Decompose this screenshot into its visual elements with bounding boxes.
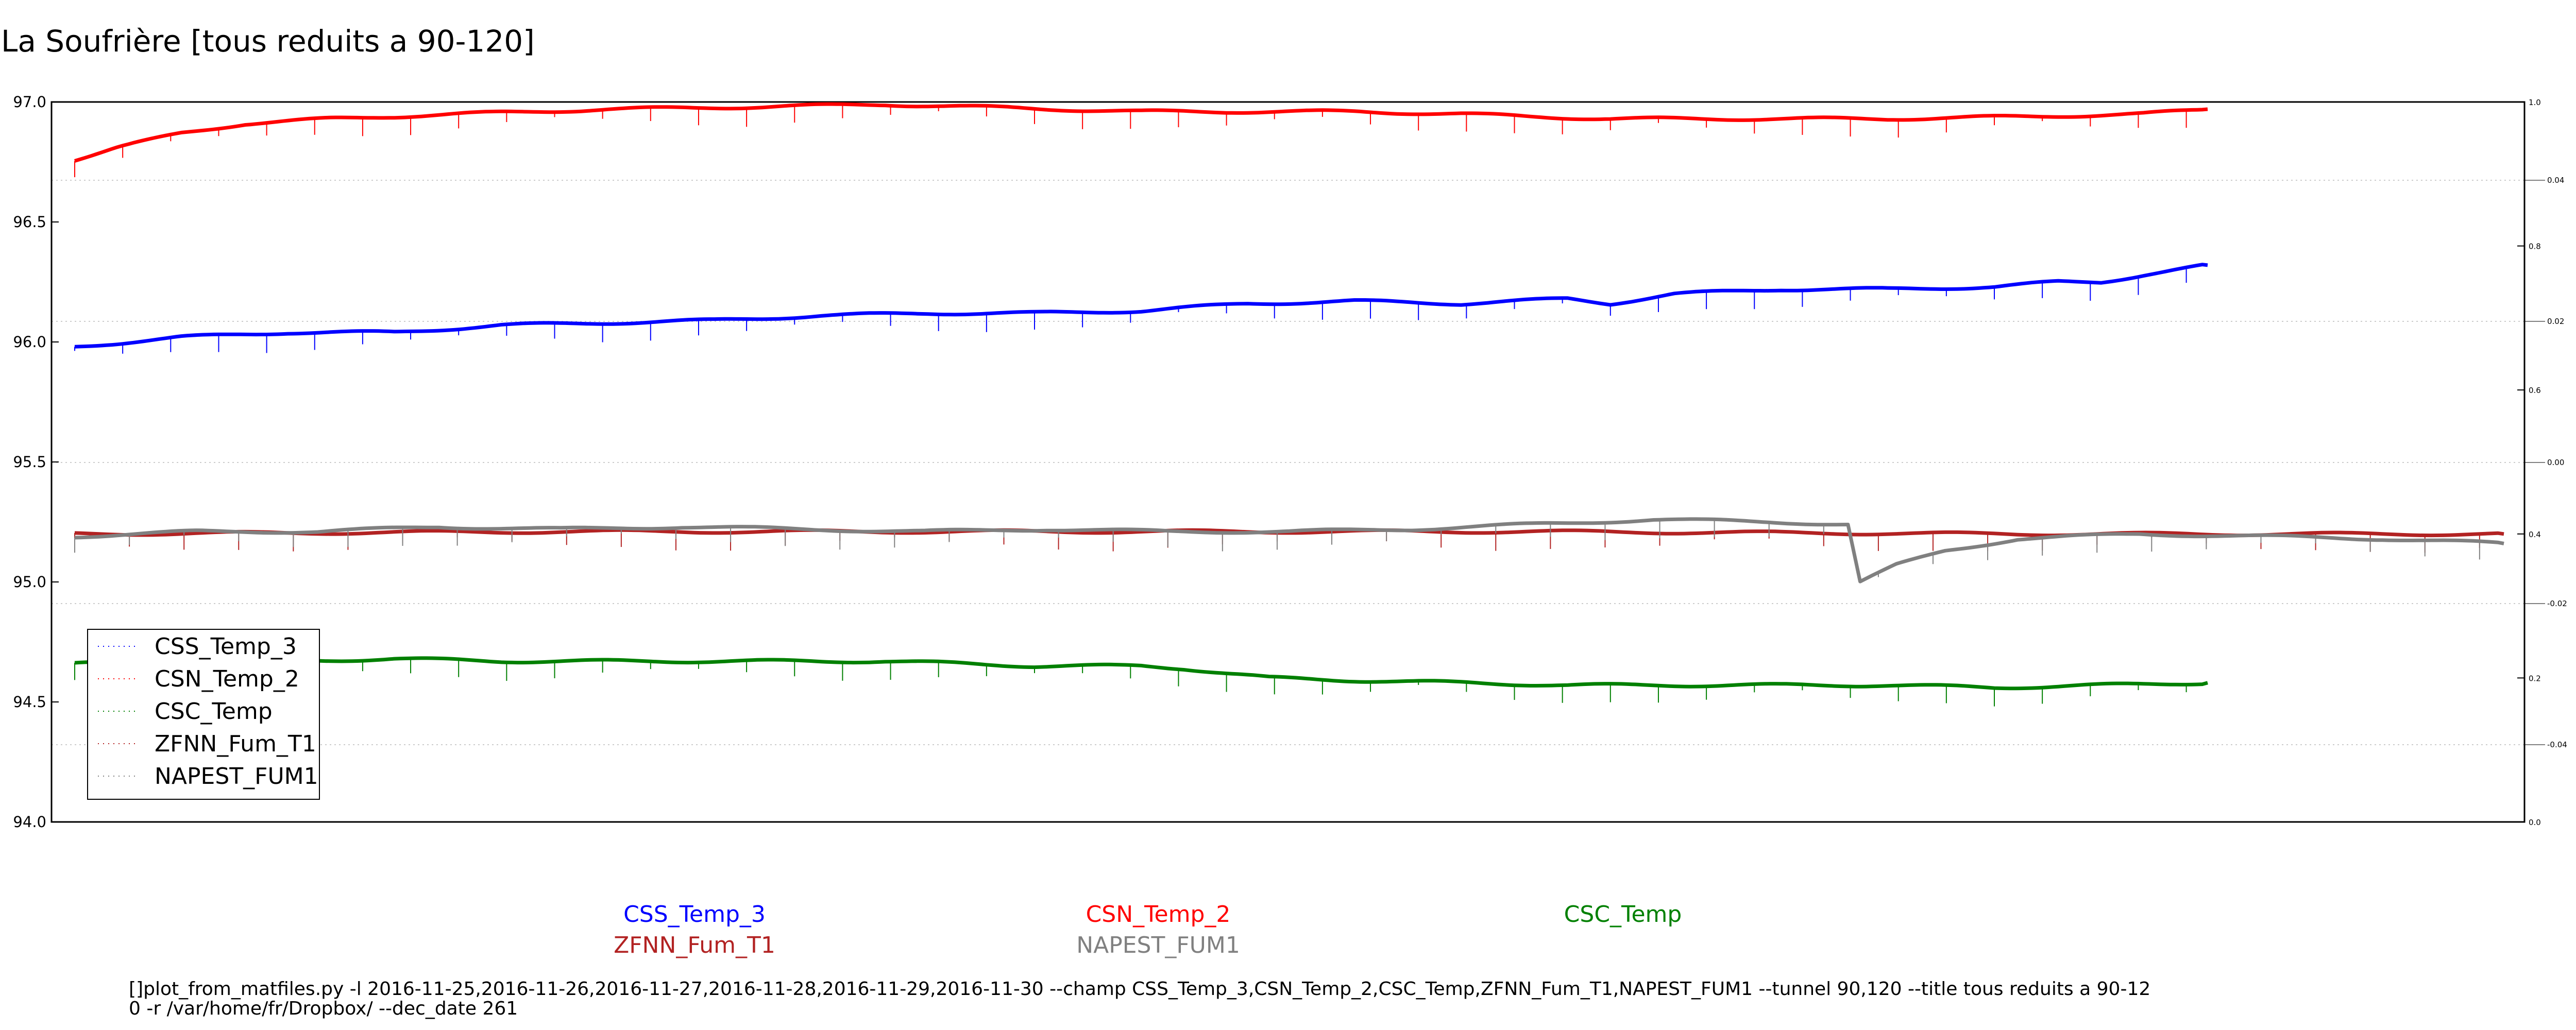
right-tick-label: 0.0 <box>2529 818 2541 827</box>
left-tick-label: 95.5 <box>13 453 46 471</box>
secondary-gridlines <box>52 180 2524 745</box>
right-tick-label: 0.6 <box>2529 386 2541 395</box>
right-secondary-tick-label: 0.00 <box>2547 458 2564 467</box>
legend: CSS_Temp_3 CSN_Temp_2 CSC_Temp ZFNN_Fum_T1 N… <box>87 629 320 800</box>
right-secondary-tick-label: -0.04 <box>2547 740 2567 749</box>
legend-label: CSC_Temp <box>155 698 273 725</box>
y-axis-left: 97.0 96.5 96.0 95.5 95.0 94.5 94.0 <box>13 93 59 831</box>
legend-label: ZFNN_Fum_T1 <box>155 731 316 757</box>
legend-label: CSN_Temp_2 <box>155 666 299 692</box>
right-tick-label: 1.0 <box>2529 98 2541 107</box>
left-tick-label: 96.0 <box>13 333 46 351</box>
series-layer <box>74 102 2504 707</box>
left-tick-label: 97.0 <box>13 93 46 111</box>
legend-box <box>87 629 320 800</box>
right-tick-label: 0.4 <box>2529 530 2541 539</box>
right-secondary-tick-label: 0.02 <box>2547 317 2564 326</box>
legend-label: NAPEST_FUM1 <box>155 763 318 789</box>
bottom-label-napest-fum1: NAPEST_FUM1 <box>1076 932 1240 958</box>
series-spikes-csn-temp-2 <box>74 104 2187 178</box>
series-spikes-csc-temp <box>74 658 2187 707</box>
command-line-1: []plot_from_matfiles.py -l 2016-11-25,20… <box>129 978 2150 1000</box>
bottom-label-csc-temp: CSC_Temp <box>1564 901 1682 928</box>
right-tick-label: 0.2 <box>2529 674 2541 683</box>
bottom-label-csn-temp-2: CSN_Temp_2 <box>1086 901 1231 928</box>
command-line-2: 0 -r /var/home/fr/Dropbox/ --dec_date 26… <box>129 998 518 1019</box>
series-line-css-temp-3 <box>74 263 2208 349</box>
series-line-csc-temp <box>74 656 2208 691</box>
bottom-label-css-temp-3: CSS_Temp_3 <box>623 901 766 928</box>
legend-label: CSS_Temp_3 <box>155 633 297 660</box>
left-tick-label: 94.5 <box>13 693 46 711</box>
series-spikes-napest-fum1 <box>74 519 2480 577</box>
series-line-csn-temp-2 <box>74 102 2208 163</box>
y-axis-right-primary: 1.0 0.8 0.6 0.4 0.2 0.0 <box>2517 98 2541 827</box>
left-tick-label: 94.0 <box>13 813 46 831</box>
right-secondary-tick-label: 0.04 <box>2547 176 2564 185</box>
right-tick-label: 0.8 <box>2529 242 2541 251</box>
left-tick-label: 95.0 <box>13 573 46 591</box>
left-tick-label: 96.5 <box>13 213 46 231</box>
right-secondary-tick-label: -0.02 <box>2547 599 2567 608</box>
chart-title: La Soufrière [tous reduits a 90-120] <box>1 24 535 59</box>
bottom-label-zfnn-fum-t1: ZFNN_Fum_T1 <box>614 932 775 958</box>
y-axis-right-secondary: 0.04 0.02 0.00 -0.02 -0.04 <box>2524 176 2567 749</box>
series-line-napest-fum1 <box>74 517 2504 583</box>
series-spikes-css-temp-3 <box>74 267 2187 354</box>
